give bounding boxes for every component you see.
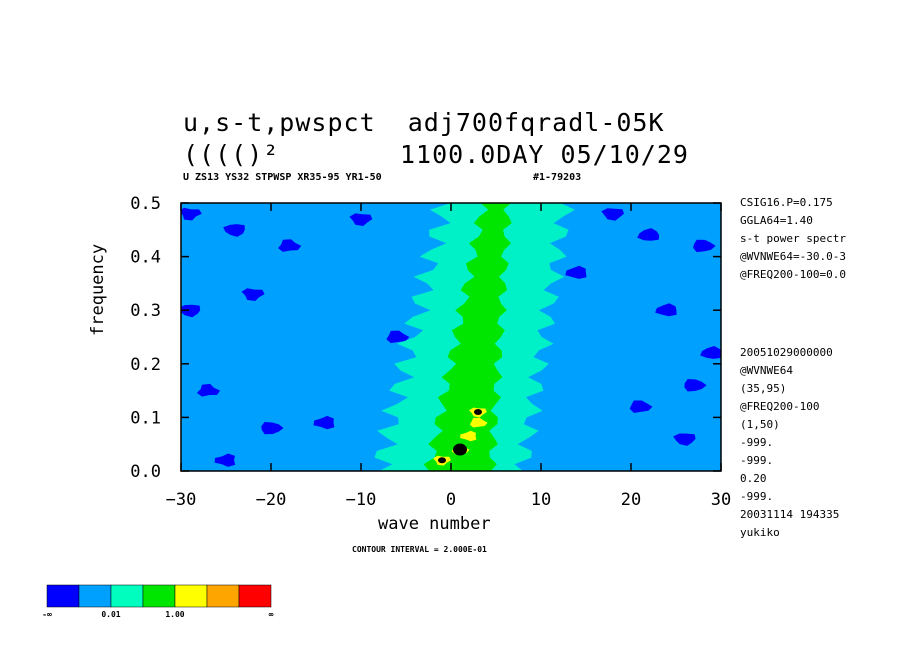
side-info-line: 20031114 194335 xyxy=(740,508,840,521)
y-tick-label: 0.0 xyxy=(130,462,161,482)
axes: −30 −20 −10 0 10 20 30 0.0 0.1 0.2 0.3 0.4 0.5 xyxy=(130,194,731,510)
y-axis-label: frequency xyxy=(88,243,108,336)
side-info-line: -999. xyxy=(740,436,774,449)
heatmap-area xyxy=(181,203,721,471)
side-info-line: -999. xyxy=(740,490,774,503)
low-power-patch xyxy=(565,265,587,279)
chart-title-left-line2: (((()² xyxy=(183,140,280,169)
side-info-line: 20051029000000 xyxy=(740,346,833,359)
side-info-line: -999. xyxy=(740,454,774,467)
chart-title-right-line2: 1100.0DAY 05/10/29 xyxy=(400,140,689,169)
x-tick-label: 10 xyxy=(531,490,551,510)
y-tick-label: 0.4 xyxy=(130,248,161,268)
x-tick-label: −20 xyxy=(256,490,287,510)
low-power-patch xyxy=(673,433,696,446)
side-info-line: @FREQ200-100 xyxy=(740,400,820,413)
colorbar-label: -∞ xyxy=(42,610,52,619)
x-tick-label: −10 xyxy=(346,490,377,510)
low-power-patch xyxy=(655,303,677,317)
y-tick-label: 0.3 xyxy=(130,301,161,321)
colorbar-label: 1.00 xyxy=(165,610,184,619)
y-tick-label: 0.1 xyxy=(130,408,161,428)
side-info-line: s-t power spectr xyxy=(740,232,846,245)
x-tick-label: 30 xyxy=(711,490,731,510)
side-info-line: (35,95) xyxy=(740,382,787,395)
colorbar-swatch xyxy=(110,584,144,608)
x-tick-label: 0 xyxy=(446,490,456,510)
side-info-line: @FREQ200-100=0.0 xyxy=(740,268,846,281)
side-info-top: CSIG16.P=0.175 GGLA64=1.40 s-t power spe… xyxy=(740,194,846,284)
low-power-patch xyxy=(278,239,302,252)
chart-title: u,s-t,pwspct adj700fqradl-05K xyxy=(183,108,665,137)
chart-subtitle-id: #1-79203 xyxy=(533,172,582,183)
side-info-line: CSIG16.P=0.175 xyxy=(740,196,833,209)
low-power-patch xyxy=(684,379,707,392)
side-info-line: 0.20 xyxy=(740,472,767,485)
peak-maximum-spot xyxy=(438,457,446,464)
low-power-patch xyxy=(629,400,653,413)
low-power-patch xyxy=(601,208,624,221)
low-power-patch xyxy=(196,383,221,397)
high-power-peak xyxy=(460,430,477,442)
colorbar-swatch xyxy=(78,584,112,608)
colorbar-label: 0.01 xyxy=(101,610,120,619)
side-info-line: @WVNWE64=-30.0-3 xyxy=(740,250,846,263)
peak-maximum-spot xyxy=(453,443,467,456)
low-power-patch xyxy=(181,304,201,318)
x-axis-label: wave number xyxy=(378,514,491,534)
x-tick-label: −30 xyxy=(166,490,197,510)
peak-maximum-spot xyxy=(474,409,482,416)
x-tick-label: 20 xyxy=(621,490,641,510)
side-info-bottom: 20051029000000 @WVNWE64 (35,95) @FREQ200… xyxy=(740,344,839,542)
y-tick-label: 0.5 xyxy=(130,194,161,214)
low-power-patch xyxy=(214,453,236,467)
low-power-patch xyxy=(313,415,335,430)
chart-subtitle: U ZS13 YS32 STPWSP XR35-95 YR1-50 xyxy=(183,172,382,183)
colorbar-swatch xyxy=(46,584,80,608)
low-power-patch xyxy=(637,228,660,241)
side-info-line: (1,50) xyxy=(740,418,780,431)
low-power-patch xyxy=(693,239,716,253)
colorbar: -∞ 0.01 1.00 ∞ xyxy=(42,584,274,619)
side-info-line: GGLA64=1.40 xyxy=(740,214,813,227)
colorbar-swatch xyxy=(142,584,176,608)
y-tick-label: 0.2 xyxy=(130,355,161,375)
low-power-patch xyxy=(241,288,265,301)
high-power-peak xyxy=(469,417,488,428)
side-info-line: @WVNWE64 xyxy=(740,364,793,377)
colorbar-swatch xyxy=(206,584,240,608)
low-power-patch xyxy=(700,346,721,359)
low-power-patch xyxy=(386,330,410,344)
colorbar-swatch xyxy=(238,584,272,608)
side-info-line: yukiko xyxy=(740,526,780,539)
contour-interval-note: CONTOUR INTERVAL = 2.000E-01 xyxy=(352,545,487,554)
colorbar-label: ∞ xyxy=(269,610,274,619)
low-power-patch xyxy=(261,421,284,435)
low-power-patch xyxy=(223,224,245,237)
frequency-band xyxy=(423,203,512,471)
low-power-patch xyxy=(181,207,202,221)
low-power-patch xyxy=(349,213,373,226)
colorbar-swatch xyxy=(174,584,208,608)
